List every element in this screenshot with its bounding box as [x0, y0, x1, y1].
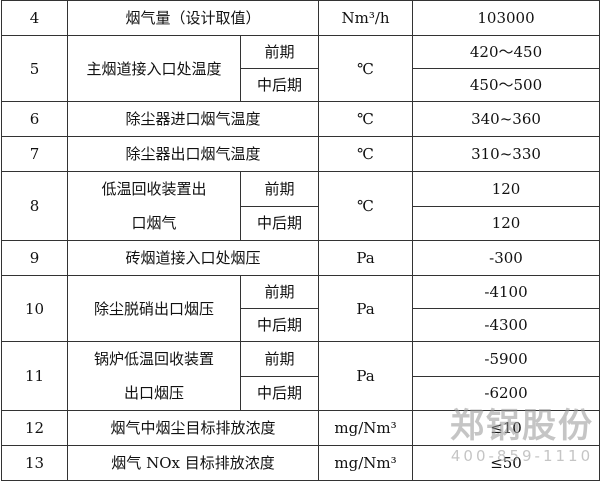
unit: Pa [318, 341, 414, 411]
item-line: 主烟道接入口处温度 [86, 59, 222, 78]
phase: 中后期 [239, 308, 320, 342]
value: -4300 [412, 308, 600, 342]
row: 9 砖烟道接入口处烟压 Pa -300 [1, 240, 600, 276]
row: 4 烟气量（设计取值） Nm³/h 103000 [1, 0, 600, 36]
row: 中后期 120 [2, 205, 600, 241]
row: 7 除尘器出口烟气温度 ℃ 310~330 [1, 136, 600, 172]
row: 10 除尘脱硝出口烟压 前期 Pa -4100 [1, 275, 600, 342]
value: 310~330 [412, 136, 600, 172]
unit: Pa [318, 240, 414, 276]
value: -5900 [412, 341, 600, 377]
item-line: 除尘脱硝出口烟压 [93, 299, 214, 318]
row-number: 12 [1, 410, 68, 446]
phase: 前期 [239, 275, 320, 309]
value: ≤10 [412, 410, 600, 446]
unit: ℃ [318, 136, 414, 172]
row-number: 6 [1, 101, 68, 137]
phase: 前期 [239, 341, 320, 377]
item: 除尘脱硝出口烟压 [67, 275, 241, 342]
value: -4100 [412, 275, 600, 309]
row: 中后期 -6200 [2, 375, 600, 411]
item-line: 口烟气 [131, 214, 177, 232]
value: 420～450 [412, 35, 600, 69]
item-line: 烟气量（设计取值） [125, 9, 261, 27]
watermark-phone: 400-859-1110 [450, 447, 594, 465]
item: 烟气 NOx 目标排放浓度 [66, 445, 320, 481]
value: 120 [412, 171, 600, 207]
phase: 前期 [239, 35, 320, 69]
value: 120 [412, 205, 600, 241]
row-number: 7 [1, 136, 68, 172]
item-line: 砖烟道接入口处烟压 [125, 249, 261, 267]
item-line: 低温回收装置出 [101, 180, 207, 198]
item-line: 除尘器出口烟气温度 [125, 145, 261, 163]
item: 砖烟道接入口处烟压 [66, 240, 320, 276]
value: 450～500 [412, 68, 600, 102]
unit: mg/Nm³ [318, 445, 414, 481]
watermark-brand: 郑锅股份 [450, 406, 594, 446]
value: -300 [412, 240, 600, 276]
value: ≤50 [412, 445, 600, 481]
row: 5 主烟道接入口处温度 前期 ℃ 420～450 [1, 35, 600, 102]
row: 12 烟气中烟尘目标排放浓度 mg/Nm³ ≤10 [1, 410, 600, 446]
row-number: 4 [1, 0, 68, 36]
row: 11 锅炉低温回收装置 出口烟压 前期 Pa -5900 [1, 341, 600, 411]
item: 锅炉低温回收装置 出口烟压 [67, 341, 241, 411]
phase: 中后期 [239, 375, 320, 411]
unit: Pa [318, 275, 414, 342]
item: 烟气量（设计取值） [66, 0, 320, 36]
row-number: 10 [1, 275, 68, 342]
value: 340~360 [412, 101, 600, 137]
item: 低温回收装置出 口烟气 [67, 171, 241, 241]
item: 烟气中烟尘目标排放浓度 [66, 410, 320, 446]
value: -6200 [412, 375, 600, 411]
item-line: 出口烟压 [123, 384, 184, 402]
item: 除尘器进口烟气温度 [66, 101, 320, 137]
value: 103000 [412, 0, 600, 36]
row: 中后期 -4300 [2, 308, 600, 342]
row-number: 8 [1, 171, 68, 241]
phase: 中后期 [239, 68, 320, 102]
item-line: 烟气中烟尘目标排放浓度 [110, 419, 276, 437]
watermark: 郑锅股份 400-859-1110 [450, 398, 594, 465]
row: 中后期 450～500 [2, 68, 600, 102]
unit: ℃ [318, 101, 414, 137]
row: 8 低温回收装置出 口烟气 前期 ℃ 120 [1, 171, 600, 241]
item: 除尘器出口烟气温度 [66, 136, 320, 172]
item-line: 锅炉低温回收装置 [93, 350, 214, 368]
row: 6 除尘器进口烟气温度 ℃ 340~360 [1, 101, 600, 137]
unit: mg/Nm³ [318, 410, 414, 446]
row-number: 9 [1, 240, 68, 276]
row: 13 烟气 NOx 目标排放浓度 mg/Nm³ ≤50 [1, 445, 600, 481]
unit: ℃ [318, 35, 414, 102]
item: 主烟道接入口处温度 [67, 35, 241, 102]
phase: 中后期 [239, 205, 320, 241]
item-line: 除尘器进口烟气温度 [125, 110, 261, 128]
row-number: 11 [1, 341, 68, 411]
row-number: 5 [1, 35, 68, 102]
unit: Nm³/h [318, 0, 414, 36]
unit: ℃ [318, 171, 414, 241]
row-number: 13 [1, 445, 68, 481]
phase: 前期 [239, 171, 320, 207]
item-line: 烟气 NOx 目标排放浓度 [111, 454, 275, 472]
